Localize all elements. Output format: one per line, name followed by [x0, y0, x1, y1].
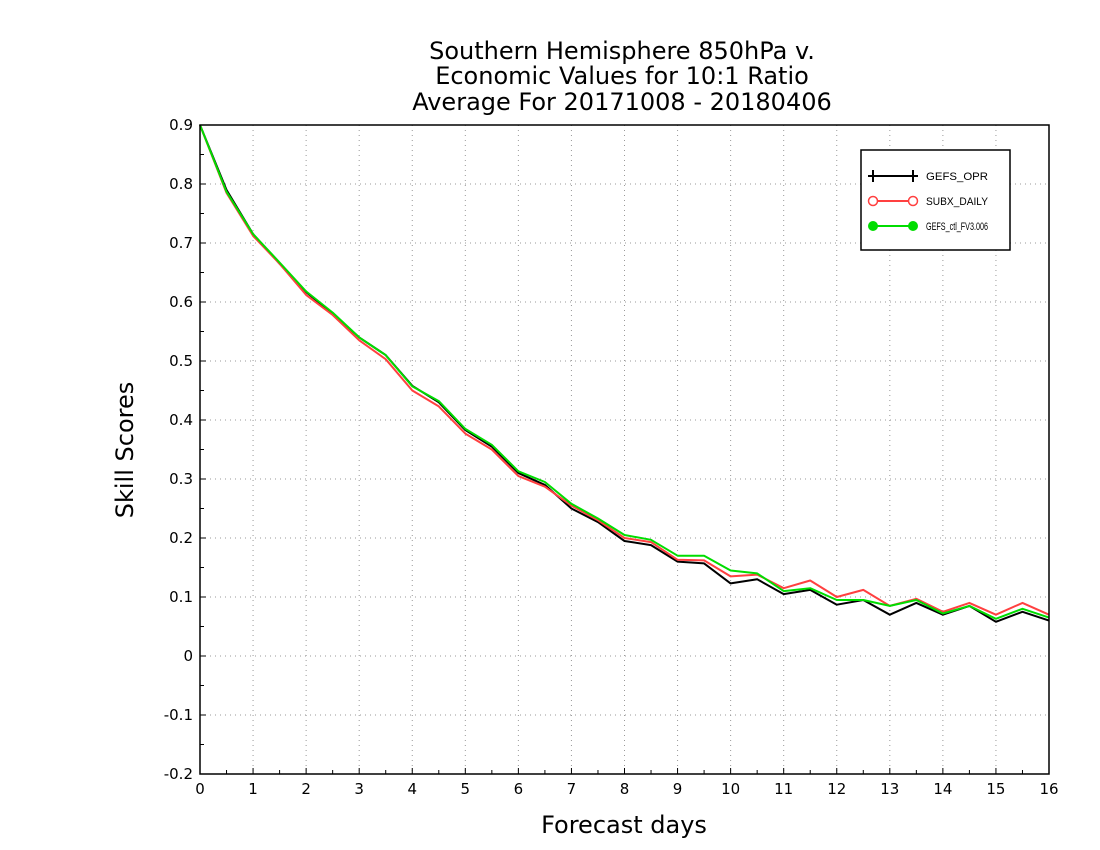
- x-tick-label: 9: [673, 780, 683, 798]
- y-tick-label: 0.2: [169, 529, 193, 547]
- x-tick-label: 1: [248, 780, 258, 798]
- x-tick-label: 8: [620, 780, 630, 798]
- legend-label: GEFS_OPR: [926, 171, 988, 183]
- y-axis-label: Skill Scores: [111, 382, 139, 519]
- y-tick-label: 0.1: [169, 588, 193, 606]
- y-tick-label: -0.2: [164, 765, 193, 783]
- legend-item: SUBX_DAILY: [867, 195, 989, 208]
- x-tick-label: 15: [986, 780, 1005, 798]
- legend-marker-filled-circle: [908, 221, 918, 231]
- chart-title-line-3: Average For 20171008 - 20180406: [412, 88, 832, 116]
- grid-lines: [200, 125, 1049, 774]
- y-tick-label: 0.7: [169, 234, 193, 252]
- chart-title-line-2: Economic Values for 10:1 Ratio: [435, 62, 809, 90]
- x-tick-label: 3: [354, 780, 364, 798]
- legend: GEFS_OPR SUBX_DAILY GEFS_ctl_FV3.006: [860, 149, 1011, 251]
- x-tick-label: 0: [195, 780, 205, 798]
- y-tick-label: 0.3: [169, 470, 193, 488]
- x-tick-label: 12: [827, 780, 846, 798]
- x-axis-ticks: 0 1 2 3 4 5 6 7 8 9 10 11 12 13 14 15 16: [195, 768, 1059, 798]
- y-tick-label: 0: [183, 647, 193, 665]
- x-tick-label: 2: [301, 780, 311, 798]
- y-tick-label: 0.4: [169, 411, 193, 429]
- x-tick-label: 11: [774, 780, 793, 798]
- x-axis-label: Forecast days: [541, 811, 707, 839]
- x-tick-label: 6: [514, 780, 524, 798]
- y-axis-ticks: -0.2 -0.1 0 0.1 0.2 0.3 0.4 0.5 0.6 0.7 0.8 0.9: [164, 116, 206, 783]
- y-tick-label: 0.9: [169, 116, 193, 134]
- y-tick-label: -0.1: [164, 706, 193, 724]
- x-tick-label: 4: [407, 780, 417, 798]
- x-tick-label: 14: [933, 780, 952, 798]
- x-tick-label: 16: [1039, 780, 1058, 798]
- legend-marker-filled-circle: [868, 221, 878, 231]
- x-tick-label: 13: [880, 780, 899, 798]
- chart-title-line-1: Southern Hemisphere 850hPa v.: [429, 37, 815, 65]
- chart-title: Southern Hemisphere 850hPa v. Economic V…: [412, 37, 832, 116]
- legend-marker-open-circle: [907, 195, 919, 207]
- series-line-gefs-ctl-fv3-006: [199, 124, 1050, 620]
- y-tick-label: 0.8: [169, 175, 193, 193]
- legend-label: GEFS_ctl_FV3.006: [926, 221, 988, 233]
- x-tick-label: 5: [461, 780, 471, 798]
- x-tick-label: 10: [721, 780, 740, 798]
- legend-item: GEFS_OPR: [868, 170, 988, 183]
- series-layer: [199, 124, 1050, 623]
- x-tick-label: 7: [567, 780, 577, 798]
- y-tick-label: 0.6: [169, 293, 193, 311]
- legend-label: SUBX_DAILY: [926, 196, 989, 208]
- legend-item: GEFS_ctl_FV3.006: [868, 221, 988, 233]
- legend-marker-open-circle: [867, 195, 879, 207]
- y-tick-label: 0.5: [169, 352, 193, 370]
